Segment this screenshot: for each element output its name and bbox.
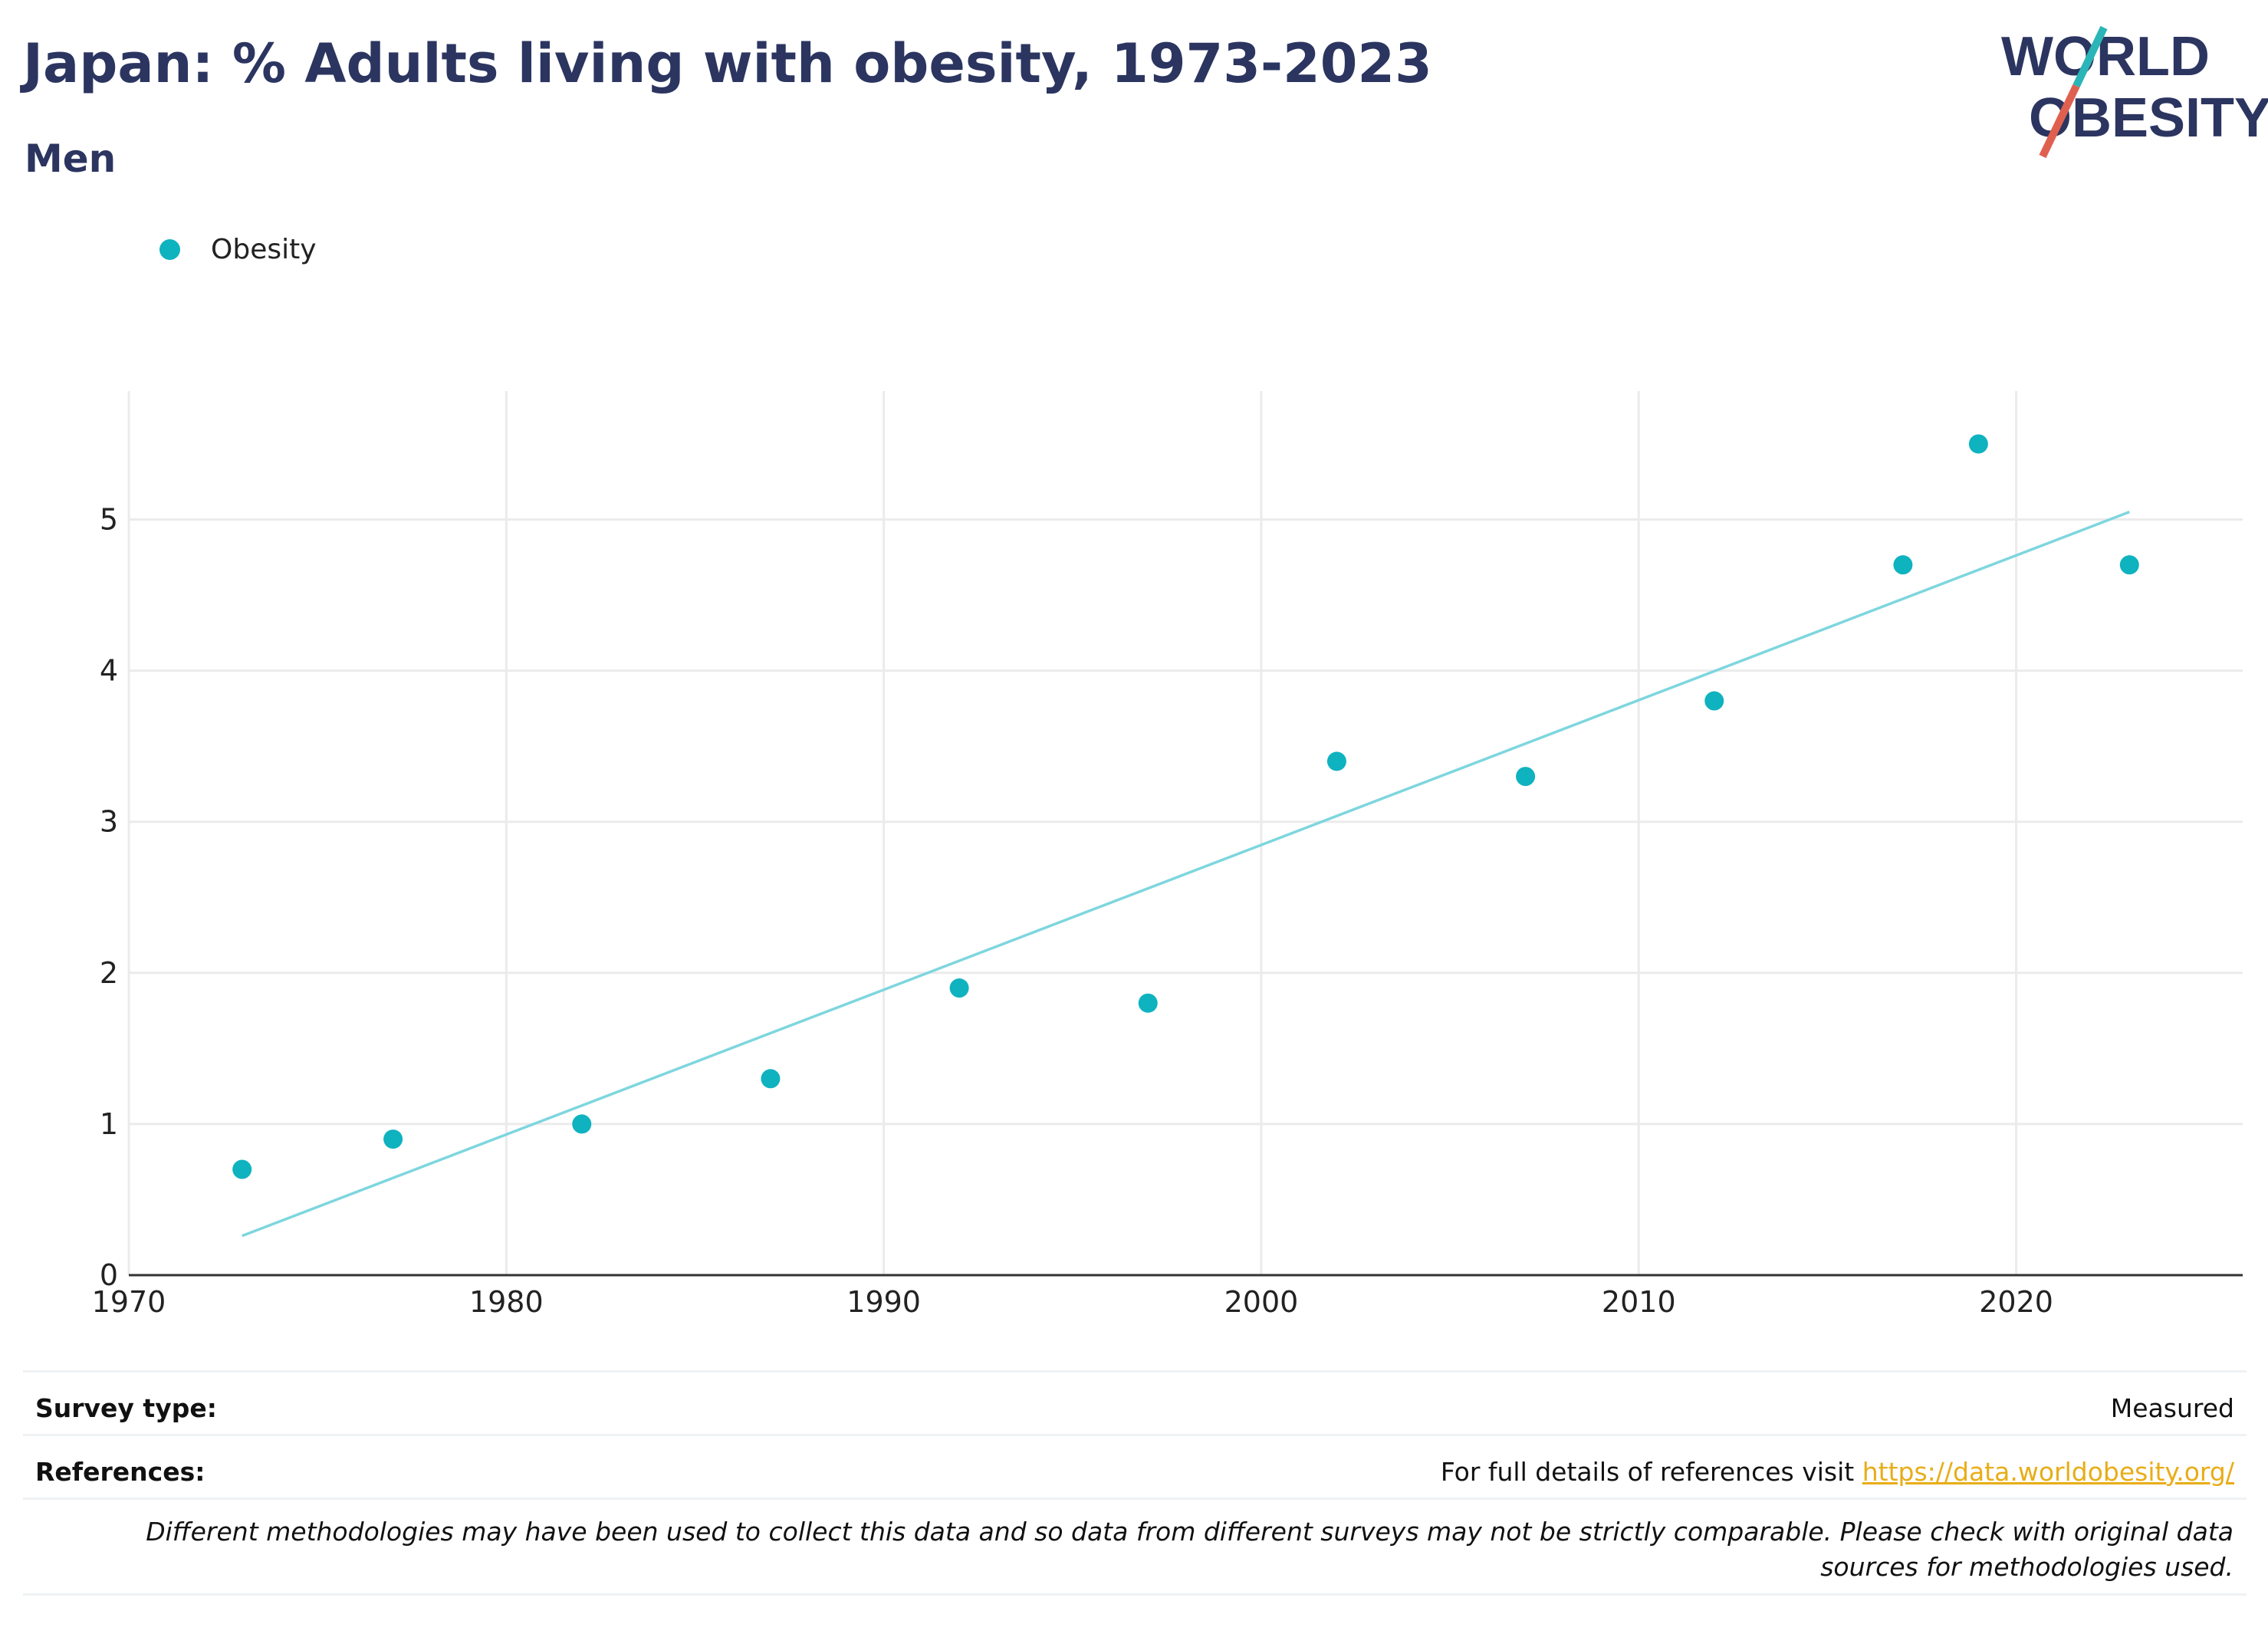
x-tick-label: 1980 [469, 1285, 544, 1319]
footer-divider [23, 1498, 2247, 1500]
world-obesity-logo-graphic: WORLD OBESITY [2001, 25, 2268, 159]
data-point [232, 1159, 252, 1179]
data-points [232, 434, 2139, 1179]
footer-divider [23, 1593, 2247, 1596]
legend-label-obesity: Obesity [211, 233, 317, 265]
chart-subtitle: Men [25, 136, 117, 181]
data-point [383, 1129, 403, 1149]
references-text: For full details of references visit [1440, 1456, 1862, 1487]
data-point [2119, 555, 2139, 575]
survey-type-label: Survey type: [35, 1392, 217, 1423]
trendline [242, 511, 2130, 1238]
y-tick-label: 4 [100, 654, 118, 688]
survey-type-value: Measured [2110, 1392, 2234, 1423]
data-point [761, 1069, 781, 1089]
footer-divider [23, 1370, 2247, 1373]
x-tick-label: 1990 [846, 1285, 921, 1319]
references-value: For full details of references visit htt… [1441, 1457, 2234, 1487]
chart-gridlines [127, 391, 2243, 1275]
y-tick-label: 0 [100, 1258, 118, 1292]
survey-type-row: Survey type: Measured [35, 1385, 2234, 1431]
data-point [572, 1114, 592, 1134]
y-tick-label: 3 [100, 805, 118, 839]
scatter-chart: 1970 1980 1990 2000 2010 2020 0 1 2 3 4 5 [92, 391, 2243, 1319]
world-obesity-logo: WORLD OBESITY [2001, 21, 2268, 159]
data-point [1893, 555, 1913, 575]
y-tick-label: 5 [100, 503, 118, 537]
data-point [949, 978, 969, 998]
data-point [1138, 993, 1158, 1013]
logo-slash-top [2072, 25, 2108, 88]
x-tick-label: 1970 [92, 1285, 166, 1319]
y-tick-label: 1 [100, 1107, 118, 1141]
tick-labels: 1970 1980 1990 2000 2010 2020 0 1 2 3 4 5 [92, 503, 2053, 1319]
data-point [1516, 767, 1536, 787]
legend-marker-obesity [159, 238, 180, 260]
references-link[interactable]: https://data.worldobesity.org/ [1862, 1456, 2234, 1487]
trendline-layer [242, 511, 2130, 1238]
chart-title: Japan: % Adults living with obesity, 197… [23, 32, 1432, 95]
references-label: References: [35, 1456, 205, 1487]
logo-slash-bottom [2039, 84, 2080, 159]
data-point [1704, 691, 1724, 711]
x-tick-label: 2020 [1979, 1285, 2053, 1319]
data-point [1326, 751, 1346, 771]
x-tick-label: 2000 [1224, 1285, 1299, 1319]
references-row: References: For full details of referenc… [35, 1448, 2234, 1494]
y-tick-label: 2 [100, 956, 118, 990]
methodology-disclaimer: Different methodologies may have been us… [146, 1517, 2233, 1582]
x-tick-label: 2010 [1602, 1285, 1676, 1319]
footer-divider [23, 1434, 2247, 1436]
logo-word-world: WORLD [2001, 26, 2210, 87]
data-point [1968, 434, 1988, 454]
chart-legend: Obesity [159, 232, 317, 266]
